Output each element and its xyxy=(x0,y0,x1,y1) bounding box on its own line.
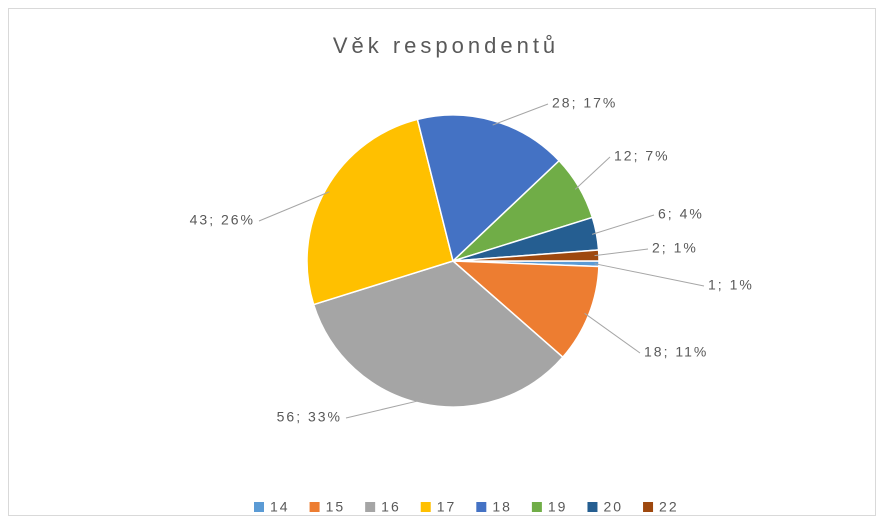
data-label: 56; 33% xyxy=(277,409,342,425)
data-label: 28; 17% xyxy=(552,95,617,111)
data-label: 6; 4% xyxy=(658,206,704,222)
leader-line xyxy=(594,248,649,257)
legend-swatch xyxy=(365,502,376,512)
data-label: 43; 26% xyxy=(190,212,255,228)
legend-swatch xyxy=(643,502,654,512)
data-label: 18; 11% xyxy=(644,344,708,360)
legend-swatch xyxy=(531,502,542,512)
leader-line xyxy=(258,191,330,222)
legend-label: 22 xyxy=(659,499,679,515)
leader-line xyxy=(594,263,705,287)
legend-swatch xyxy=(420,502,431,512)
leader-line xyxy=(492,103,549,126)
pie-slice xyxy=(306,118,454,306)
legend-label: 14 xyxy=(270,499,290,515)
leader-line xyxy=(584,312,641,354)
legend-label: 15 xyxy=(326,499,346,515)
legend-swatch xyxy=(476,502,487,512)
legend-label: 16 xyxy=(381,499,401,515)
legend-label: 18 xyxy=(492,499,512,515)
legend-label: 19 xyxy=(548,499,568,515)
legend-swatch xyxy=(254,502,264,512)
leader-line xyxy=(591,214,655,235)
data-label: 2; 1% xyxy=(652,240,698,256)
legend-label: 17 xyxy=(437,499,457,515)
chart-title: Věk respondentů xyxy=(333,33,559,58)
pie-slice xyxy=(312,260,564,408)
legend-swatch xyxy=(309,502,320,512)
legend-swatch xyxy=(587,502,598,512)
legend-label: 20 xyxy=(603,499,623,515)
pie-slice xyxy=(450,260,600,359)
leader-line xyxy=(345,399,424,419)
leader-line xyxy=(574,156,611,190)
data-label: 12; 7% xyxy=(614,148,670,164)
data-label: 1; 1% xyxy=(708,277,754,293)
pie-slice xyxy=(416,114,561,263)
